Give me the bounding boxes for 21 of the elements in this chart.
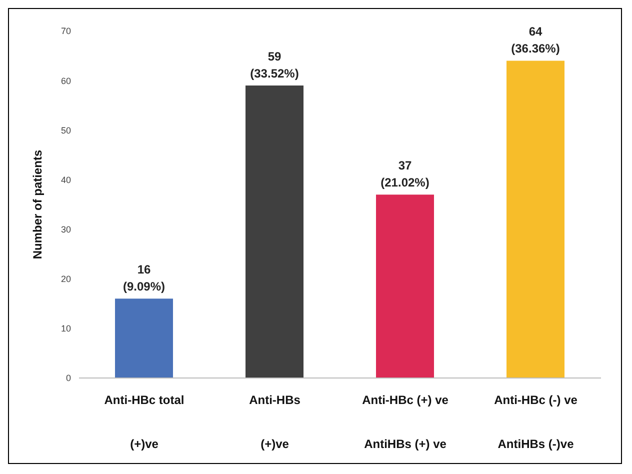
y-tick-label: 40 bbox=[60, 174, 71, 185]
data-label: 37 (21.02%) bbox=[380, 158, 430, 190]
y-tick-label: 60 bbox=[60, 76, 71, 86]
bar bbox=[246, 86, 304, 378]
y-tick-label: 0 bbox=[66, 373, 71, 384]
bar bbox=[506, 60, 564, 378]
y-tick-label: 50 bbox=[60, 125, 71, 136]
category-label: Anti-HBc (-) ve AntiHBs (-)ve bbox=[494, 393, 578, 451]
category-label: Anti-HBc (+) ve AntiHBs (+) ve bbox=[362, 393, 448, 451]
category-label: Anti-HBs (+)ve bbox=[249, 393, 300, 451]
y-tick-label: 30 bbox=[60, 224, 71, 234]
y-tick-label: 70 bbox=[60, 26, 71, 36]
bar bbox=[115, 298, 173, 378]
data-label: 16 (9.09%) bbox=[122, 262, 166, 294]
y-tick-label: 10 bbox=[60, 324, 71, 334]
category-label: Anti-HBc total (+)ve bbox=[104, 393, 184, 451]
y-axis-title: Number of patients bbox=[30, 150, 44, 260]
y-tick-label: 20 bbox=[60, 274, 71, 284]
data-label: 59 (33.52%) bbox=[250, 50, 299, 81]
bar bbox=[376, 194, 434, 378]
data-label: 64 (36.36%) bbox=[511, 24, 560, 56]
